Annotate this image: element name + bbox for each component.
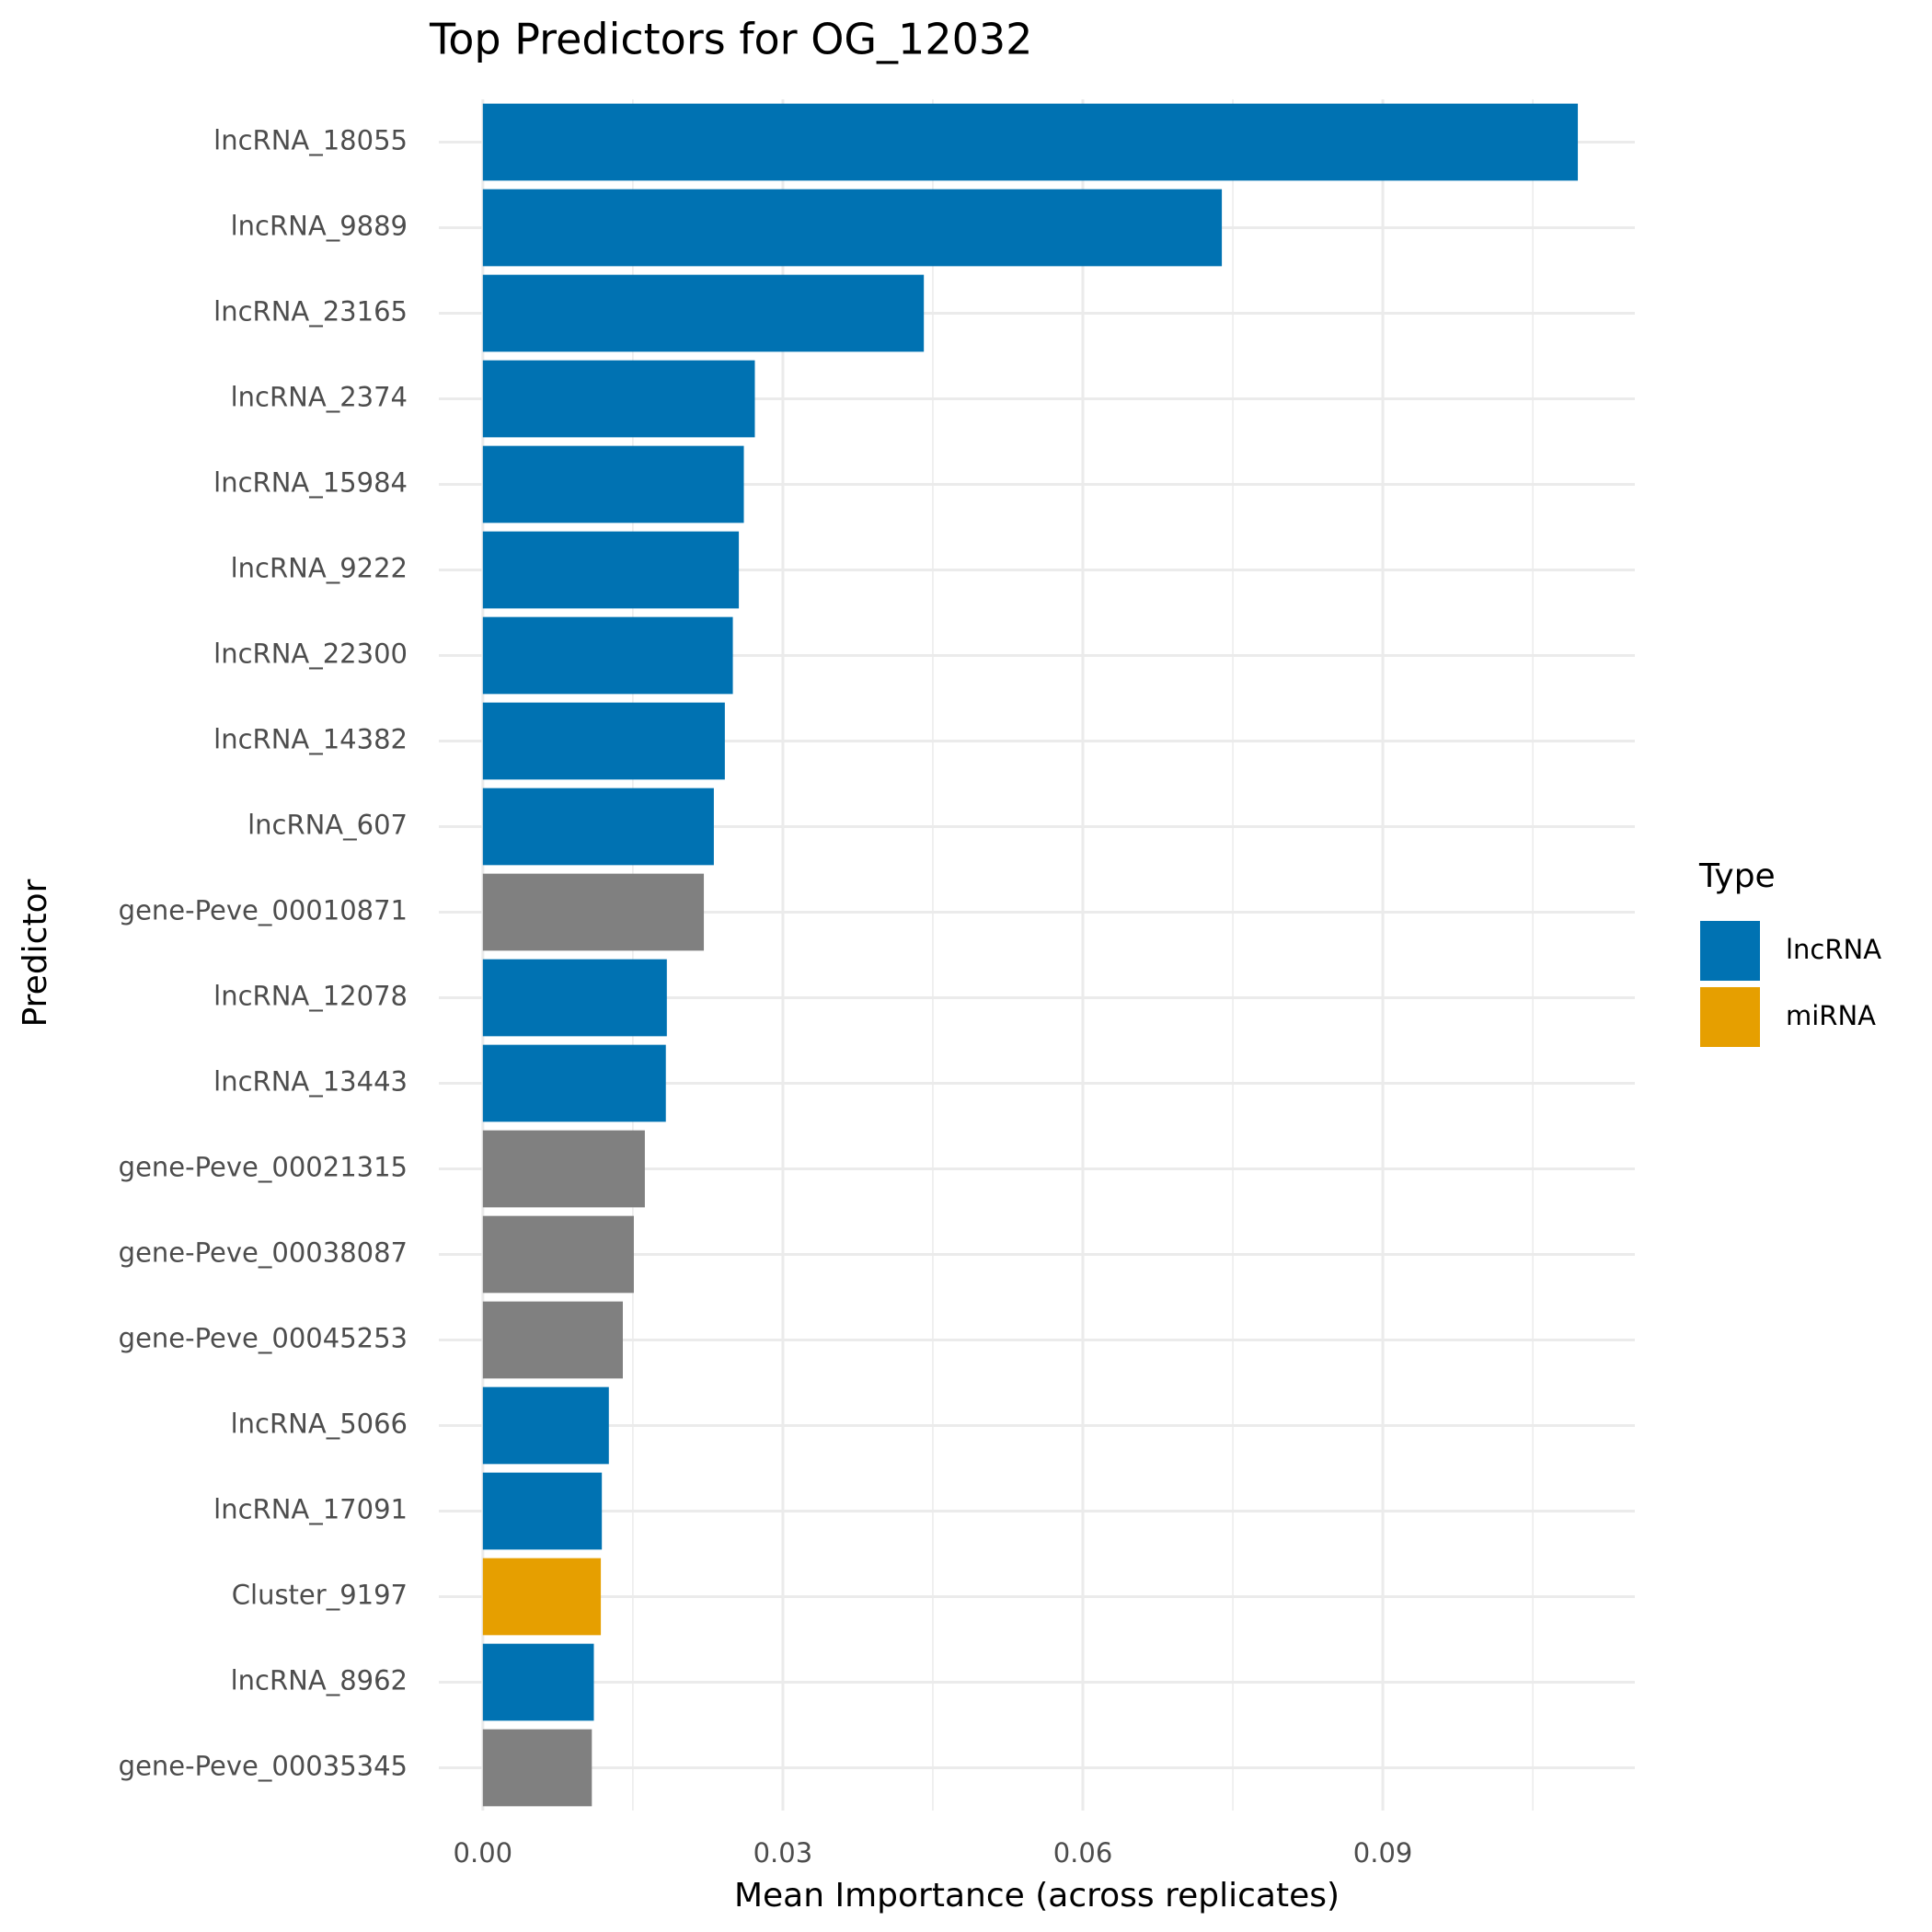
bar [482, 1301, 623, 1379]
bar [482, 1386, 609, 1465]
bar [482, 1472, 603, 1550]
chart-title: Top Predictors for OG_12032 [429, 15, 1032, 64]
y-tick-label: lncRNA_5066 [231, 1409, 408, 1440]
y-tick-label: lncRNA_9889 [231, 211, 408, 242]
legend-key [1700, 987, 1760, 1047]
y-tick-label: lncRNA_18055 [213, 125, 408, 156]
y-tick-label: lncRNA_23165 [213, 296, 408, 328]
legend-label: miRNA [1786, 1000, 1876, 1031]
y-tick-label: lncRNA_13443 [213, 1066, 408, 1098]
y-tick-label: gene-Peve_00038087 [119, 1237, 408, 1269]
y-tick-label: gene-Peve_00010871 [119, 895, 408, 926]
bar [482, 873, 705, 951]
x-axis-title: Mean Importance (across replicates) [734, 1877, 1340, 1915]
bar [482, 103, 1579, 181]
bar [482, 1130, 645, 1208]
bar [482, 189, 1223, 267]
bar [482, 702, 725, 780]
legend-title: Type [1698, 857, 1776, 895]
x-tick-label: 0.03 [753, 1837, 813, 1869]
x-tick-label: 0.09 [1353, 1837, 1413, 1869]
bar [482, 788, 714, 866]
y-tick-label: lncRNA_17091 [213, 1494, 408, 1525]
y-tick-label: lncRNA_14382 [213, 724, 408, 755]
x-tick-label: 0.06 [1053, 1837, 1113, 1869]
bar [482, 1044, 666, 1122]
bar [482, 445, 744, 523]
y-tick-label: lncRNA_12078 [213, 981, 408, 1012]
bar [482, 1643, 594, 1721]
y-tick-label: gene-Peve_00021315 [119, 1152, 408, 1183]
bar [482, 1558, 602, 1636]
bar [482, 616, 733, 695]
legend-label: lncRNA [1786, 934, 1881, 965]
legend-key [1700, 921, 1760, 981]
y-axis-title: Predictor [17, 879, 54, 1027]
bar [482, 531, 740, 609]
bar [482, 1215, 634, 1294]
y-tick-label: lncRNA_9222 [231, 553, 408, 584]
y-tick-label: lncRNA_2374 [231, 382, 408, 413]
y-tick-label: gene-Peve_00045253 [119, 1323, 408, 1354]
y-tick-label: gene-Peve_00035345 [119, 1751, 408, 1782]
x-tick-label: 0.00 [454, 1837, 513, 1869]
y-tick-label: lncRNA_22300 [213, 638, 408, 670]
bar [482, 1729, 592, 1807]
y-tick-label: lncRNA_8962 [231, 1665, 408, 1696]
y-tick-label: Cluster_9197 [232, 1580, 408, 1611]
y-tick-label: lncRNA_15984 [213, 467, 408, 499]
bar [482, 959, 667, 1037]
bar [482, 360, 755, 438]
bar [482, 274, 925, 352]
y-tick-label: lncRNA_607 [247, 810, 408, 841]
